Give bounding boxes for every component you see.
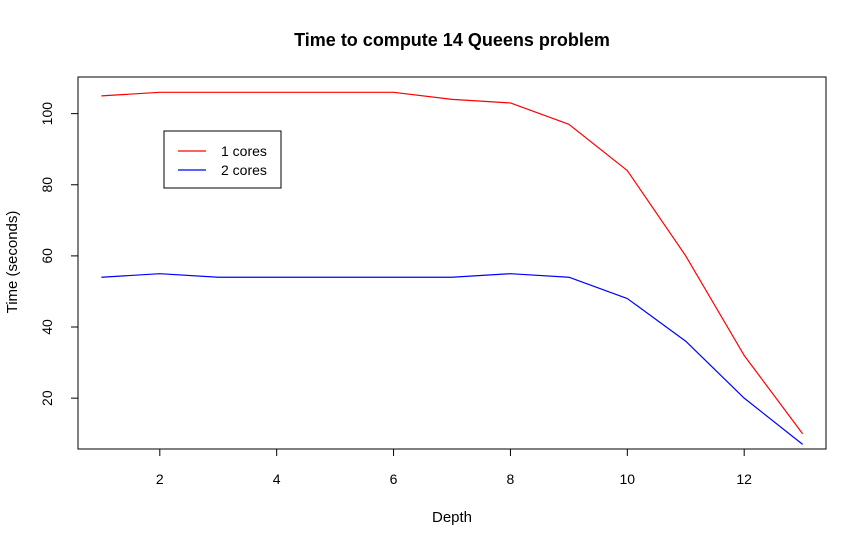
legend: 1 cores 2 cores xyxy=(163,130,282,189)
x-tick-label: 6 xyxy=(390,471,398,487)
series-line-1 xyxy=(101,91,804,435)
y-axis: 20 40 60 80 100 xyxy=(39,102,79,406)
legend-box xyxy=(163,130,282,189)
x-tick-label: 8 xyxy=(507,471,515,487)
chart-title: Time to compute 14 Queens problem xyxy=(294,30,610,50)
y-tick-label: 80 xyxy=(39,177,55,193)
legend-entry: 1 cores xyxy=(221,143,267,159)
y-tick-label: 60 xyxy=(39,248,55,264)
y-tick-label: 40 xyxy=(39,319,55,335)
y-axis-label: Time (seconds) xyxy=(4,211,21,314)
x-axis-label: Depth xyxy=(432,509,472,526)
x-axis: 2 4 6 8 10 12 xyxy=(156,448,752,487)
x-tick-label: 12 xyxy=(736,471,752,487)
legend-entry: 2 cores xyxy=(221,162,267,178)
y-tick-label: 20 xyxy=(39,390,55,406)
x-tick-label: 4 xyxy=(273,471,281,487)
x-tick-label: 10 xyxy=(620,471,636,487)
x-tick-label: 2 xyxy=(156,471,164,487)
series-line-2 xyxy=(101,273,803,445)
series-layer xyxy=(101,91,804,445)
y-tick-label: 100 xyxy=(39,102,55,126)
